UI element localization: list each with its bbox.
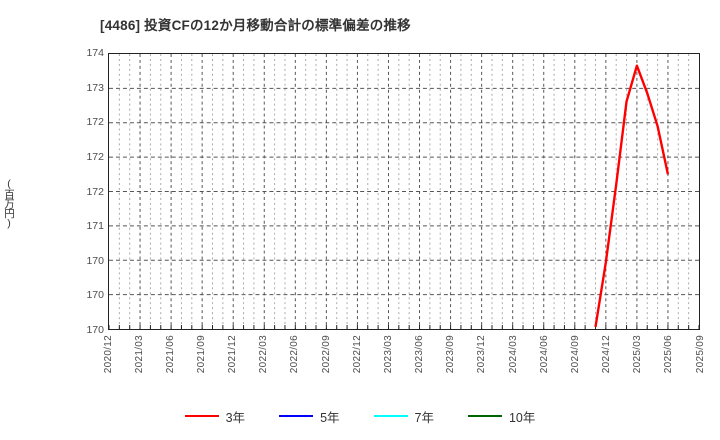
x-tick-label: 2023/03 [381,333,395,393]
y-tick-label: 172 [86,150,104,163]
x-tick-label: 2024/12 [600,333,614,393]
x-tick-label: 2025/09 [693,333,707,393]
x-tick-label-text: 2020/12 [102,335,114,374]
x-tick-label: 2023/12 [475,333,489,393]
y-tick-label: 172 [86,116,104,129]
x-tick-label-text: 2021/06 [164,335,176,374]
x-tick-label-text: 2023/12 [476,335,488,374]
x-tick-label: 2023/06 [413,333,427,393]
x-tick-label-text: 2023/09 [445,335,457,374]
x-tick-label-text: 2023/06 [414,335,426,374]
x-tick-label-text: 2022/12 [351,335,363,374]
x-tick-label: 2025/06 [662,333,676,393]
y-tick-label: 171 [86,220,104,233]
legend-color-swatch [373,415,408,417]
x-tick-label: 2024/09 [568,333,582,393]
legend-color-swatch [184,415,219,417]
y-tick-label: 170 [86,254,104,267]
legend-item[interactable]: 3年 [184,407,246,426]
x-tick-label: 2022/09 [319,333,333,393]
legend-label: 5年 [320,410,340,425]
x-tick-label: 2024/03 [506,333,520,393]
x-tick-label-text: 2021/09 [195,335,207,374]
x-tick-label-text: 2023/03 [382,335,394,374]
x-tick-label-text: 2024/09 [569,335,581,374]
grid-lines [109,54,699,329]
x-axis-tick-labels: 2020/12 2021/03 2021/06 2021/09 2021/12 2022/… [103,333,706,395]
x-tick-label: 2023/09 [444,333,458,393]
x-tick-label-text: 2022/03 [258,335,270,374]
x-tick-label: 2022/06 [288,333,302,393]
y-tick-label: 170 [86,324,104,336]
legend-item[interactable]: 5年 [279,407,340,426]
x-tick-label: 2022/12 [350,333,364,393]
plot-area [108,53,700,330]
y-tick-label: 172 [86,185,104,198]
y-axis-title: (百万円) [3,178,15,229]
x-tick-label-text: 2025/03 [632,335,644,374]
y-tick-label: 174 [86,47,104,59]
x-tick-label-text: 2022/09 [320,335,332,374]
legend-label: 7年 [414,410,434,425]
legend-label: 3年 [225,410,246,425]
legend-color-swatch [279,415,314,417]
x-tick-label: 2020/12 [101,333,115,393]
legend-color-swatch [467,415,502,417]
x-tick-label: 2022/03 [257,333,271,393]
x-tick-label-text: 2024/06 [538,335,550,374]
x-tick-label: 2025/03 [631,333,645,393]
series-lines [594,64,670,328]
y-tick-label: 173 [86,81,104,94]
x-tick-label-text: 2021/12 [227,335,239,374]
x-tick-label-text: 2021/03 [133,335,145,374]
x-tick-label: 2021/12 [226,333,240,393]
x-tick-label: 2021/03 [132,333,146,393]
legend-item[interactable]: 10年 [467,407,536,426]
y-axis-tick-labels: 174 173 172 172 172 171 170 170 170 [58,47,104,336]
x-tick-label-text: 2024/03 [507,335,519,374]
legend-item[interactable]: 7年 [373,407,434,426]
y-tick-label: 170 [86,289,104,302]
legend-label: 10年 [508,410,536,425]
chart-title: [4486] 投資CFの12か月移動合計の標準偏差の推移 [100,18,411,33]
x-tick-label: 2021/09 [194,333,208,393]
x-tick-label: 2021/06 [163,333,177,393]
x-tick-label-text: 2024/12 [601,335,613,374]
x-tick-label-text: 2025/06 [663,335,675,374]
x-tick-label: 2024/06 [537,333,551,393]
x-tick-label-text: 2025/09 [694,335,706,374]
series-line [594,64,670,328]
x-tick-label-text: 2022/06 [289,335,301,374]
chart-legend: 3年 5年 7年 10年 [0,404,720,428]
